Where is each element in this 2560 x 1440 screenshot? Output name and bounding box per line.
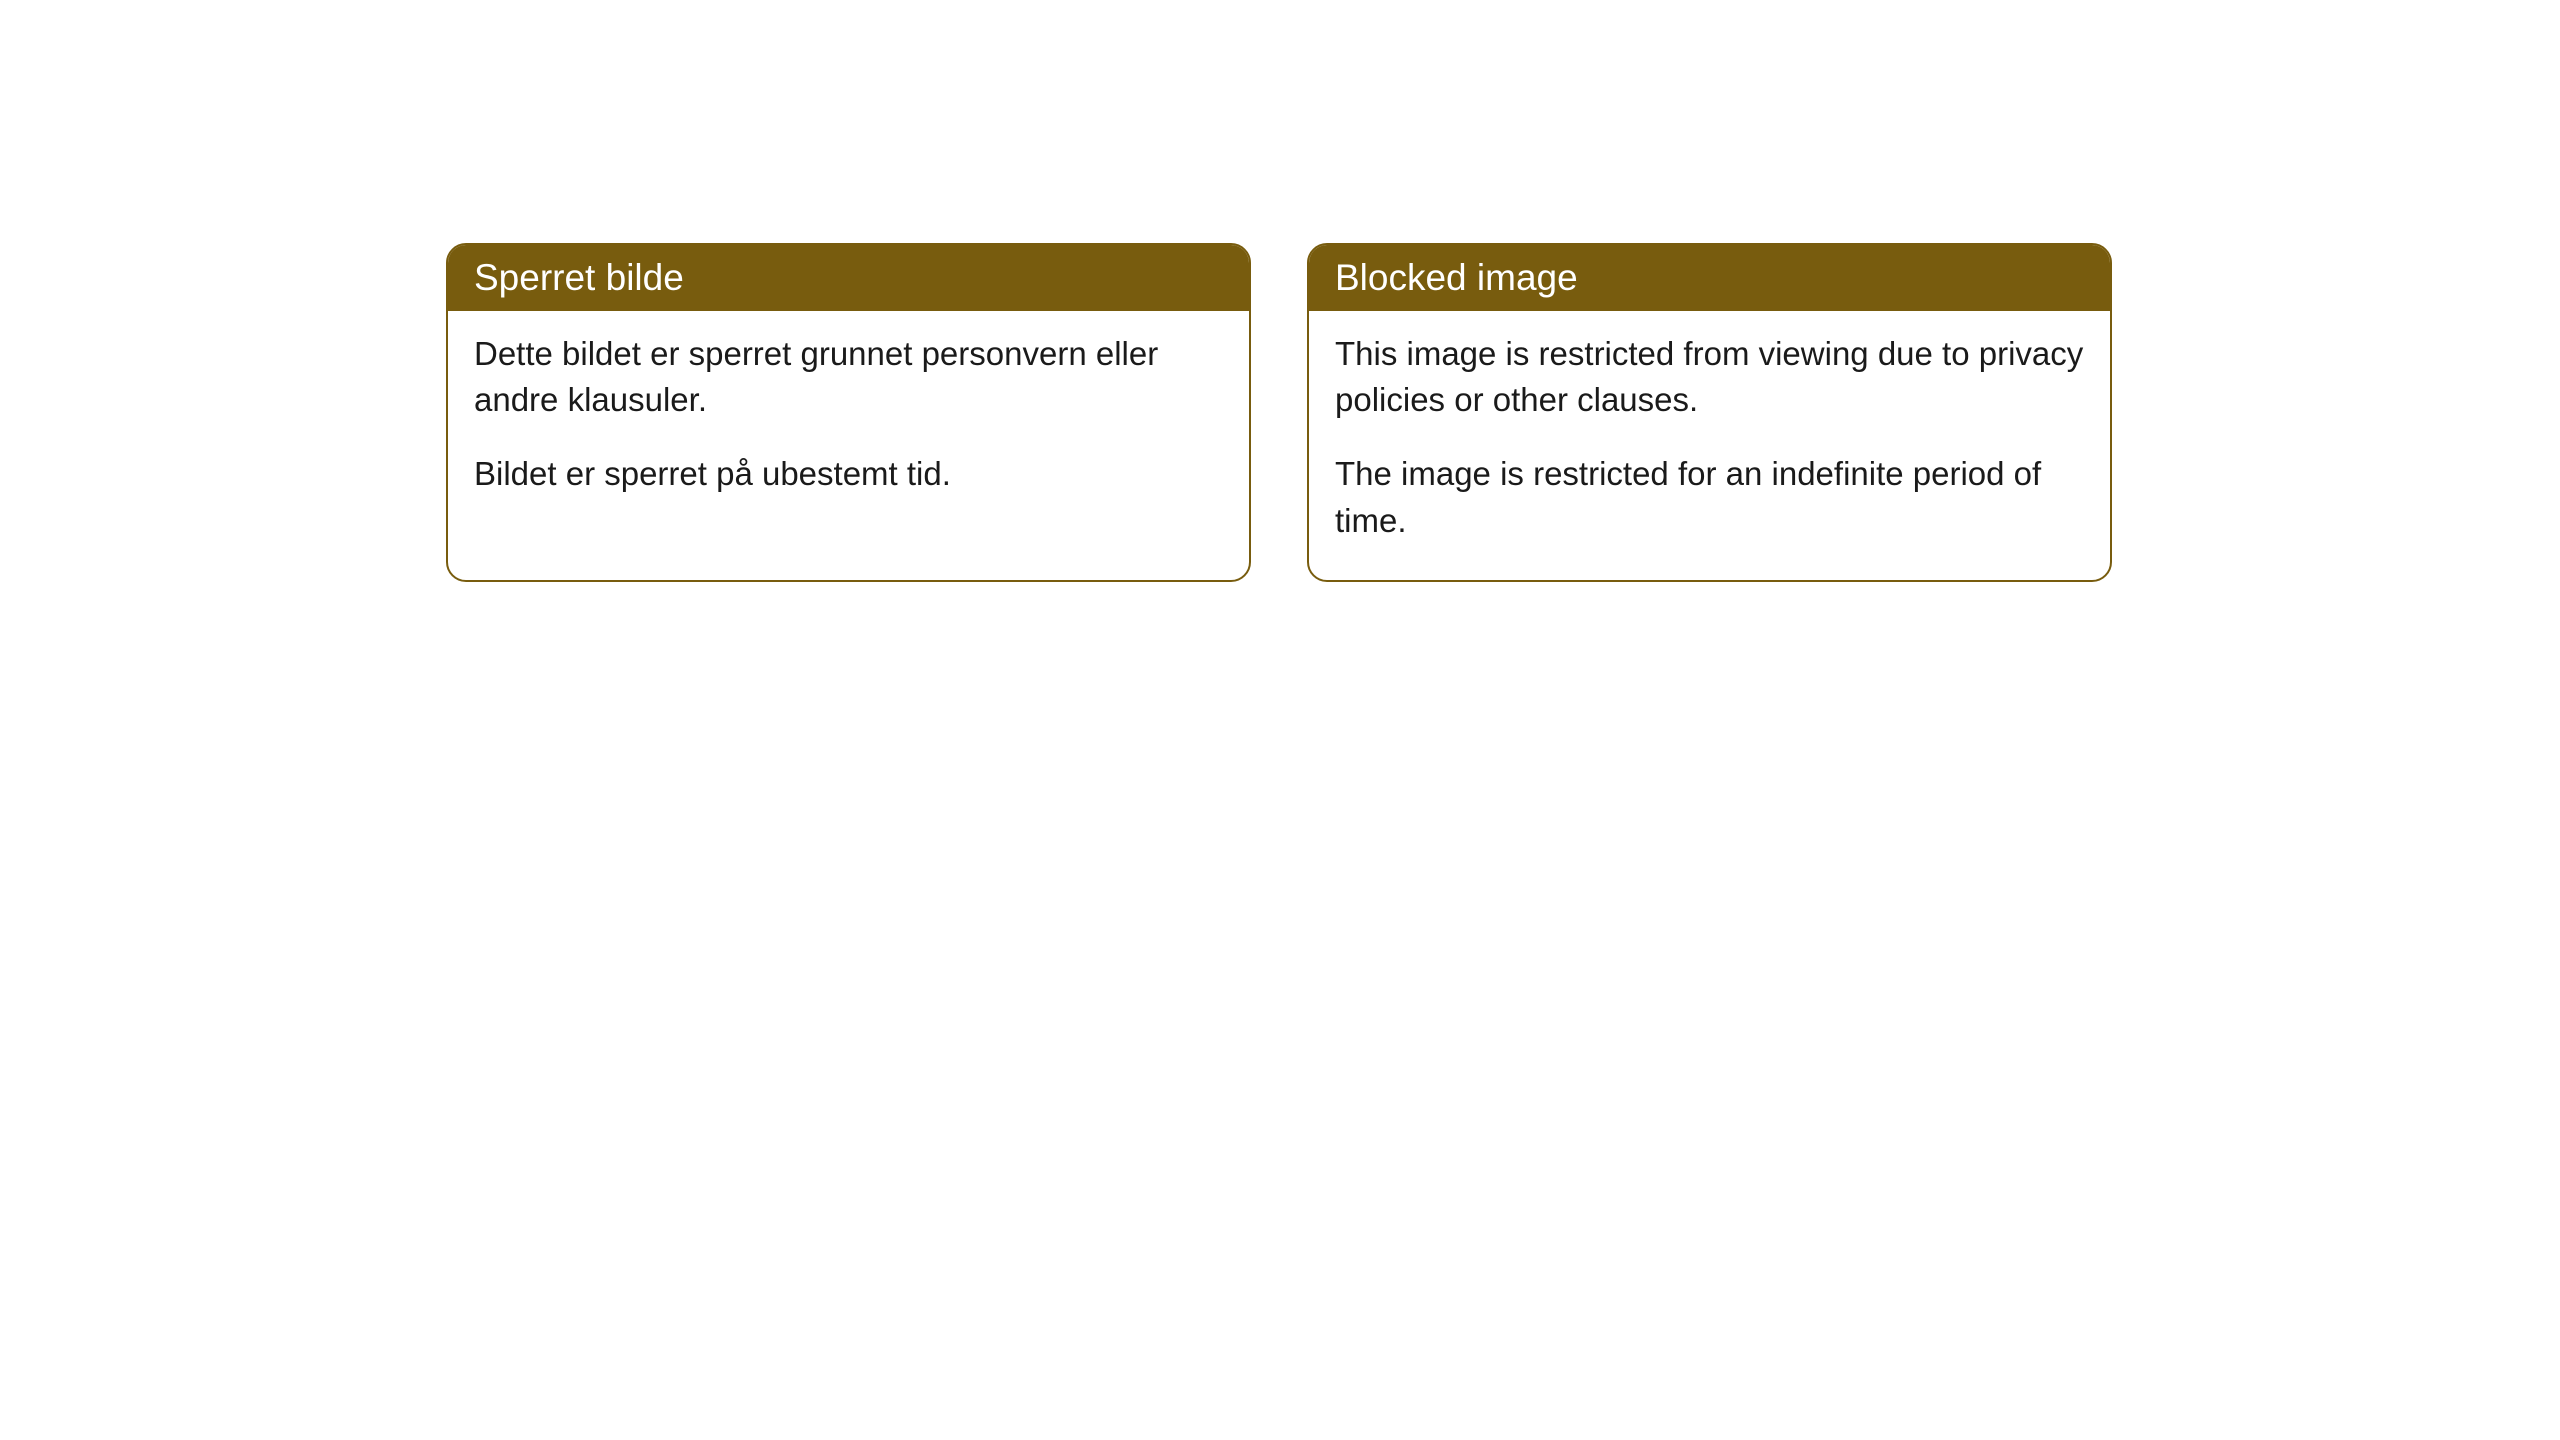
- card-title: Blocked image: [1335, 257, 1578, 298]
- card-paragraph: The image is restricted for an indefinit…: [1335, 451, 2084, 543]
- notice-cards-container: Sperret bilde Dette bildet er sperret gr…: [446, 243, 2112, 582]
- card-body: Dette bildet er sperret grunnet personve…: [448, 311, 1249, 534]
- card-paragraph: Dette bildet er sperret grunnet personve…: [474, 331, 1223, 423]
- notice-card-norwegian: Sperret bilde Dette bildet er sperret gr…: [446, 243, 1251, 582]
- card-header: Blocked image: [1309, 245, 2110, 311]
- card-paragraph: Bildet er sperret på ubestemt tid.: [474, 451, 1223, 497]
- card-header: Sperret bilde: [448, 245, 1249, 311]
- card-title: Sperret bilde: [474, 257, 684, 298]
- notice-card-english: Blocked image This image is restricted f…: [1307, 243, 2112, 582]
- card-paragraph: This image is restricted from viewing du…: [1335, 331, 2084, 423]
- card-body: This image is restricted from viewing du…: [1309, 311, 2110, 580]
